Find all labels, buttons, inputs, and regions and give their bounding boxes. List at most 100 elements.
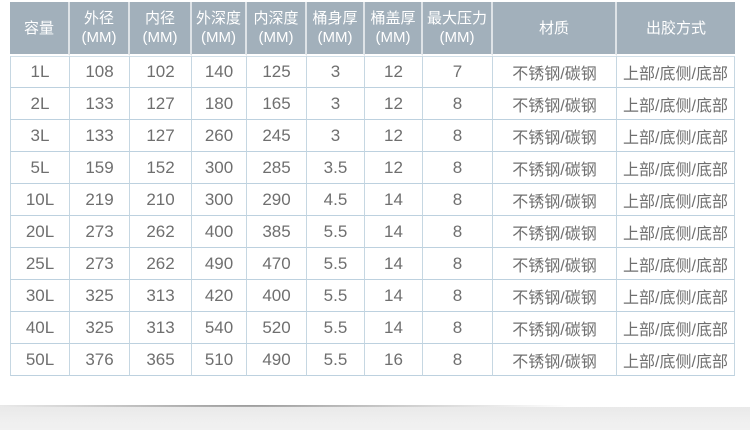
- column-label: 最大压力: [426, 10, 487, 27]
- cell-inner-diameter: 210: [130, 184, 192, 216]
- cell-outer-depth: 260: [192, 120, 247, 152]
- cell-lid-thickness: 14: [365, 280, 423, 312]
- cell-outer-diameter: 108: [70, 56, 130, 88]
- table-row: 3L 133 127 260 245 3 12 8 不锈钢/碳钢 上部/底侧/底部: [10, 120, 735, 152]
- cell-material: 不锈钢/碳钢: [493, 248, 617, 280]
- cell-body-thickness: 5.5: [307, 216, 365, 248]
- cell-outer-depth: 510: [192, 344, 247, 376]
- table-row: 30L 325 313 420 400 5.5 14 8 不锈钢/碳钢 上部/底侧/底部: [10, 280, 735, 312]
- cell-material: 不锈钢/碳钢: [493, 280, 617, 312]
- cell-material: 不锈钢/碳钢: [493, 120, 617, 152]
- column-label: 桶盖厚: [370, 10, 416, 27]
- cell-body-thickness: 3: [307, 88, 365, 120]
- column-unit: (MM): [439, 29, 475, 46]
- cell-outer-depth: 400: [192, 216, 247, 248]
- cell-inner-diameter: 102: [130, 56, 192, 88]
- cell-body-thickness: 5.5: [307, 280, 365, 312]
- cell-material: 不锈钢/碳钢: [493, 312, 617, 344]
- table-row: 10L 219 210 300 290 4.5 14 8 不锈钢/碳钢 上部/底侧/底部: [10, 184, 735, 216]
- cell-body-thickness: 5.5: [307, 248, 365, 280]
- cell-glue-outlet: 上部/底侧/底部: [617, 88, 735, 120]
- cell-glue-outlet: 上部/底侧/底部: [617, 216, 735, 248]
- cell-inner-diameter: 152: [130, 152, 192, 184]
- column-unit: (MM): [317, 29, 353, 46]
- column-label: 桶身厚: [312, 10, 358, 27]
- column-header-capacity: 容量: [10, 2, 70, 56]
- cell-inner-depth: 385: [247, 216, 307, 248]
- column-unit: (MM): [142, 29, 178, 46]
- cell-capacity: 25L: [10, 248, 70, 280]
- cell-material: 不锈钢/碳钢: [493, 344, 617, 376]
- cell-glue-outlet: 上部/底侧/底部: [617, 184, 735, 216]
- cell-outer-diameter: 325: [70, 312, 130, 344]
- cell-lid-thickness: 14: [365, 248, 423, 280]
- cell-outer-diameter: 273: [70, 216, 130, 248]
- column-label: 材质: [538, 19, 569, 37]
- cell-material: 不锈钢/碳钢: [493, 184, 617, 216]
- cell-outer-depth: 490: [192, 248, 247, 280]
- cell-capacity: 2L: [10, 88, 70, 120]
- cell-material: 不锈钢/碳钢: [493, 152, 617, 184]
- column-header-body-thickness: 桶身厚 (MM): [307, 2, 365, 56]
- cell-lid-thickness: 14: [365, 216, 423, 248]
- cell-material: 不锈钢/碳钢: [493, 216, 617, 248]
- cell-outer-depth: 180: [192, 88, 247, 120]
- cell-capacity: 20L: [10, 216, 70, 248]
- column-label: 内深度: [253, 10, 299, 27]
- table-row: 50L 376 365 510 490 5.5 16 8 不锈钢/碳钢 上部/底侧/底部: [10, 344, 735, 376]
- cell-body-thickness: 5.5: [307, 312, 365, 344]
- cell-capacity: 5L: [10, 152, 70, 184]
- cell-outer-depth: 300: [192, 152, 247, 184]
- cell-capacity: 3L: [10, 120, 70, 152]
- cell-outer-diameter: 133: [70, 120, 130, 152]
- cell-max-pressure: 7: [423, 56, 493, 88]
- cell-glue-outlet: 上部/底侧/底部: [617, 152, 735, 184]
- cell-lid-thickness: 12: [365, 88, 423, 120]
- column-unit: (MM): [81, 29, 117, 46]
- column-unit: (MM): [201, 29, 236, 46]
- cell-glue-outlet: 上部/底侧/底部: [617, 312, 735, 344]
- cell-max-pressure: 8: [423, 248, 493, 280]
- cell-max-pressure: 8: [423, 216, 493, 248]
- table-row: 5L 159 152 300 285 3.5 12 8 不锈钢/碳钢 上部/底侧/底部: [10, 152, 735, 184]
- cell-max-pressure: 8: [423, 344, 493, 376]
- cell-material: 不锈钢/碳钢: [493, 56, 617, 88]
- cell-material: 不锈钢/碳钢: [493, 88, 617, 120]
- cell-outer-diameter: 159: [70, 152, 130, 184]
- cell-body-thickness: 4.5: [307, 184, 365, 216]
- cell-body-thickness: 3.5: [307, 152, 365, 184]
- column-label: 内径: [144, 10, 175, 27]
- cell-body-thickness: 3: [307, 120, 365, 152]
- cell-lid-thickness: 14: [365, 184, 423, 216]
- cell-body-thickness: 5.5: [307, 344, 365, 376]
- column-label: 出胶方式: [645, 19, 706, 37]
- cell-inner-diameter: 313: [130, 312, 192, 344]
- cell-capacity: 50L: [10, 344, 70, 376]
- cell-inner-depth: 400: [247, 280, 307, 312]
- cell-body-thickness: 3: [307, 56, 365, 88]
- cell-inner-depth: 520: [247, 312, 307, 344]
- cell-outer-diameter: 133: [70, 88, 130, 120]
- column-label: 容量: [23, 19, 54, 37]
- column-header-max-pressure: 最大压力 (MM): [423, 2, 493, 56]
- cell-max-pressure: 8: [423, 120, 493, 152]
- column-label: 外深度: [195, 10, 241, 27]
- cell-lid-thickness: 16: [365, 344, 423, 376]
- cell-outer-depth: 540: [192, 312, 247, 344]
- cell-outer-diameter: 273: [70, 248, 130, 280]
- cell-inner-diameter: 313: [130, 280, 192, 312]
- cell-outer-depth: 140: [192, 56, 247, 88]
- cell-inner-diameter: 262: [130, 248, 192, 280]
- cell-inner-diameter: 127: [130, 120, 192, 152]
- column-header-outer-depth: 外深度 (MM): [192, 2, 247, 56]
- cell-inner-diameter: 365: [130, 344, 192, 376]
- cell-lid-thickness: 12: [365, 152, 423, 184]
- cell-inner-depth: 490: [247, 344, 307, 376]
- cell-lid-thickness: 12: [365, 120, 423, 152]
- cell-inner-depth: 245: [247, 120, 307, 152]
- table-row: 2L 133 127 180 165 3 12 8 不锈钢/碳钢 上部/底侧/底部: [10, 88, 735, 120]
- cell-glue-outlet: 上部/底侧/底部: [617, 280, 735, 312]
- cell-glue-outlet: 上部/底侧/底部: [617, 248, 735, 280]
- cell-outer-depth: 420: [192, 280, 247, 312]
